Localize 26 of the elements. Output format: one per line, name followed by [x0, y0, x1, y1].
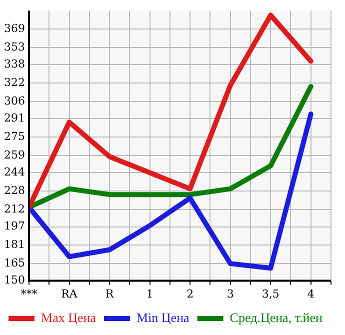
- y-tick-label: 275: [4, 130, 25, 143]
- y-tick-label: 291: [4, 112, 25, 125]
- y-tick-label: 165: [4, 256, 25, 270]
- x-tick-label: RA: [61, 287, 78, 300]
- y-tick-label: 369: [4, 22, 25, 35]
- y-tick-label: 228: [4, 184, 25, 197]
- x-tick-label: 3: [226, 287, 234, 300]
- x-tick-label: R: [105, 287, 114, 300]
- y-tick-label: 150: [4, 274, 25, 287]
- y-tick-label: 322: [4, 76, 25, 89]
- y-tick-label: 197: [4, 220, 25, 233]
- y-tick-label: 212: [4, 202, 25, 216]
- legend-label: Min Цена: [136, 310, 190, 325]
- x-tick-label: 4: [307, 287, 314, 300]
- y-tick-label: 244: [4, 166, 25, 179]
- y-tick-label: 338: [4, 58, 25, 70]
- y-tick-label: 259: [4, 148, 25, 162]
- legend-label: Max Цена: [41, 310, 96, 325]
- x-tick-label: 3,5: [262, 287, 280, 300]
- y-tick-label: 306: [4, 94, 25, 108]
- y-tick-label: 181: [4, 238, 25, 252]
- x-tick-label: 2: [186, 287, 194, 300]
- legend-label: Сред.Цена, т.йен: [230, 310, 323, 325]
- y-tick-label: 353: [4, 40, 25, 54]
- x-tick-label: ***: [20, 287, 38, 300]
- x-tick-label: 1: [146, 287, 154, 300]
